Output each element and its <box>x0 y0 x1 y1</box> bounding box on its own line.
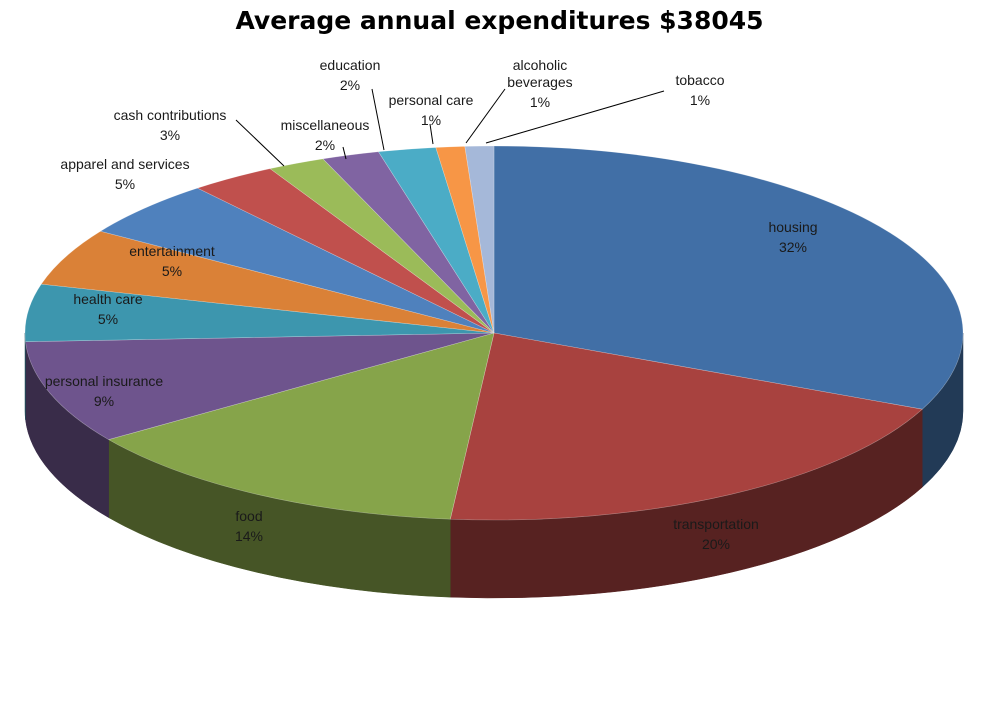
data-label-personal-care: personal care 1% <box>389 92 474 128</box>
pie-side-health-care <box>24 332 26 420</box>
data-label-transportation: transportation 20% <box>673 516 759 552</box>
pie-slice-transportation <box>449 332 923 521</box>
pie-slice-personal-care <box>377 147 495 334</box>
leader-line-alcoholic-beverages <box>465 88 506 144</box>
data-label-value: 20% <box>702 536 730 552</box>
data-label-housing: housing 32% <box>768 219 817 255</box>
data-label-value: 9% <box>94 393 114 409</box>
data-label-tobacco: tobacco 1% <box>675 72 724 108</box>
data-label-education: education 2% <box>320 57 381 93</box>
data-label-alcoholic-beverages: alcoholic beverages 1% <box>507 57 572 110</box>
data-label-value: 5% <box>115 176 135 192</box>
data-label-value: 14% <box>235 528 263 544</box>
data-label-health-care: health care 5% <box>73 291 142 327</box>
data-label-name: health care <box>73 291 142 307</box>
data-label-name: personal insurance <box>45 373 164 389</box>
pie-slice-alcoholic-beverages <box>435 146 495 334</box>
pie-slices <box>24 145 964 521</box>
leader-line-miscellaneous <box>342 146 347 160</box>
data-label-food: food 14% <box>235 508 263 544</box>
data-label-personal-insurance: personal insurance 9% <box>45 373 164 409</box>
data-label-value: 5% <box>162 263 182 279</box>
leader-line-education <box>371 88 385 151</box>
data-label-name: alcoholic <box>513 57 567 73</box>
data-label-name: personal care <box>389 92 474 108</box>
pie-leader-lines <box>235 88 665 167</box>
pie-slice-entertainment <box>40 230 495 334</box>
data-label-name: cash contributions <box>114 107 227 123</box>
data-label-value: 1% <box>421 112 441 128</box>
data-label-name: tobacco <box>675 72 724 88</box>
leader-line-cash-contributions <box>235 119 285 167</box>
leader-line-personal-care <box>429 123 434 145</box>
data-label-name: miscellaneous <box>281 117 370 133</box>
pie-slice-health-care <box>24 283 495 343</box>
data-label-name: entertainment <box>129 243 215 259</box>
data-label-value: 2% <box>315 137 335 153</box>
data-label-value: 32% <box>779 239 807 255</box>
data-label-value: 3% <box>160 127 180 143</box>
data-label-entertainment: entertainment 5% <box>129 243 215 279</box>
data-label-cash-contributions: cash contributions 3% <box>114 107 227 143</box>
data-label-value: 1% <box>530 94 550 110</box>
data-label-name: transportation <box>673 516 759 532</box>
pie-data-labels: housing 32% transportation 20% food 14% person… <box>45 57 818 552</box>
data-label-name: food <box>235 508 262 524</box>
pie-slice-apparel-and-services <box>99 187 495 334</box>
pie-slice-education <box>322 151 495 334</box>
pie-slice-tobacco <box>464 145 495 334</box>
data-label-name: education <box>320 57 381 73</box>
chart-title: Average annual expenditures $38045 <box>235 6 764 35</box>
data-label-value: 1% <box>690 92 710 108</box>
data-label-value: 5% <box>98 311 118 327</box>
leader-line-tobacco <box>485 90 665 144</box>
data-label-miscellaneous: miscellaneous 2% <box>281 117 370 153</box>
data-label-name: apparel and services <box>60 156 189 172</box>
pie-slice-miscellaneous <box>269 158 495 334</box>
pie-slice-housing <box>493 145 964 410</box>
data-label-name: beverages <box>507 74 572 90</box>
data-label-apparel-and-services: apparel and services 5% <box>60 156 189 192</box>
data-label-name: housing <box>768 219 817 235</box>
pie-slice-food <box>107 332 495 520</box>
data-label-value: 2% <box>340 77 360 93</box>
pie-slice-personal-insurance <box>25 332 495 440</box>
pie-slice-cash-contributions <box>196 168 495 334</box>
